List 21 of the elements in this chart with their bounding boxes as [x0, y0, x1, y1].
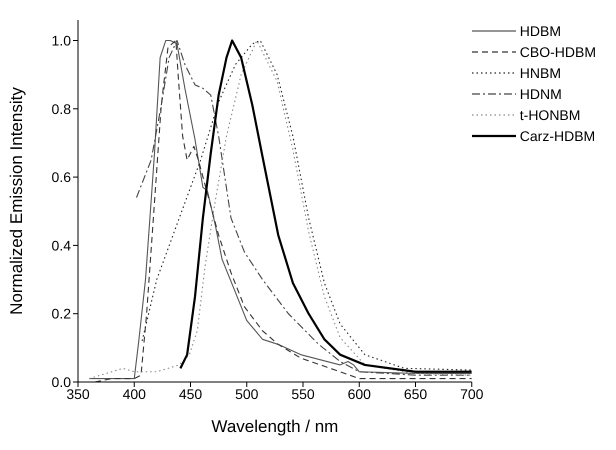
x-tick-label: 600 [348, 386, 372, 402]
y-tick-label: 0.0 [52, 374, 72, 390]
legend-label: HNBM [520, 64, 561, 80]
x-tick-label: 700 [460, 386, 484, 402]
y-axis-title: Normalized Emission Intensity [7, 86, 26, 315]
legend-label: HDNM [520, 86, 562, 102]
y-tick-label: 0.2 [52, 306, 72, 322]
legend-label: t-HONBM [520, 106, 580, 122]
x-tick-label: 550 [291, 386, 315, 402]
x-tick-label: 400 [122, 386, 146, 402]
legend-label: Carz-HDBM [520, 128, 596, 144]
x-tick-label: 450 [178, 386, 202, 402]
y-tick-label: 1.0 [52, 32, 72, 48]
legend-label: HDBM [520, 22, 561, 38]
x-tick-label: 500 [235, 386, 259, 402]
y-tick-label: 0.8 [52, 100, 72, 117]
x-axis-title: Wavelength / nm [211, 417, 338, 436]
x-tick-label: 650 [404, 386, 428, 402]
legend-label: CBO-HDBM [520, 44, 596, 60]
y-tick-label: 0.6 [52, 169, 72, 186]
y-tick-label: 0.4 [52, 237, 72, 254]
